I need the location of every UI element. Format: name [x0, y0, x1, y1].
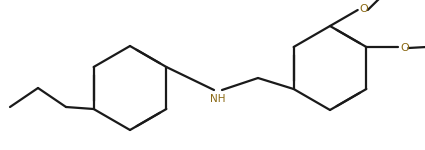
- Text: O: O: [360, 4, 368, 14]
- Text: O: O: [400, 43, 409, 53]
- Text: NH: NH: [210, 94, 226, 104]
